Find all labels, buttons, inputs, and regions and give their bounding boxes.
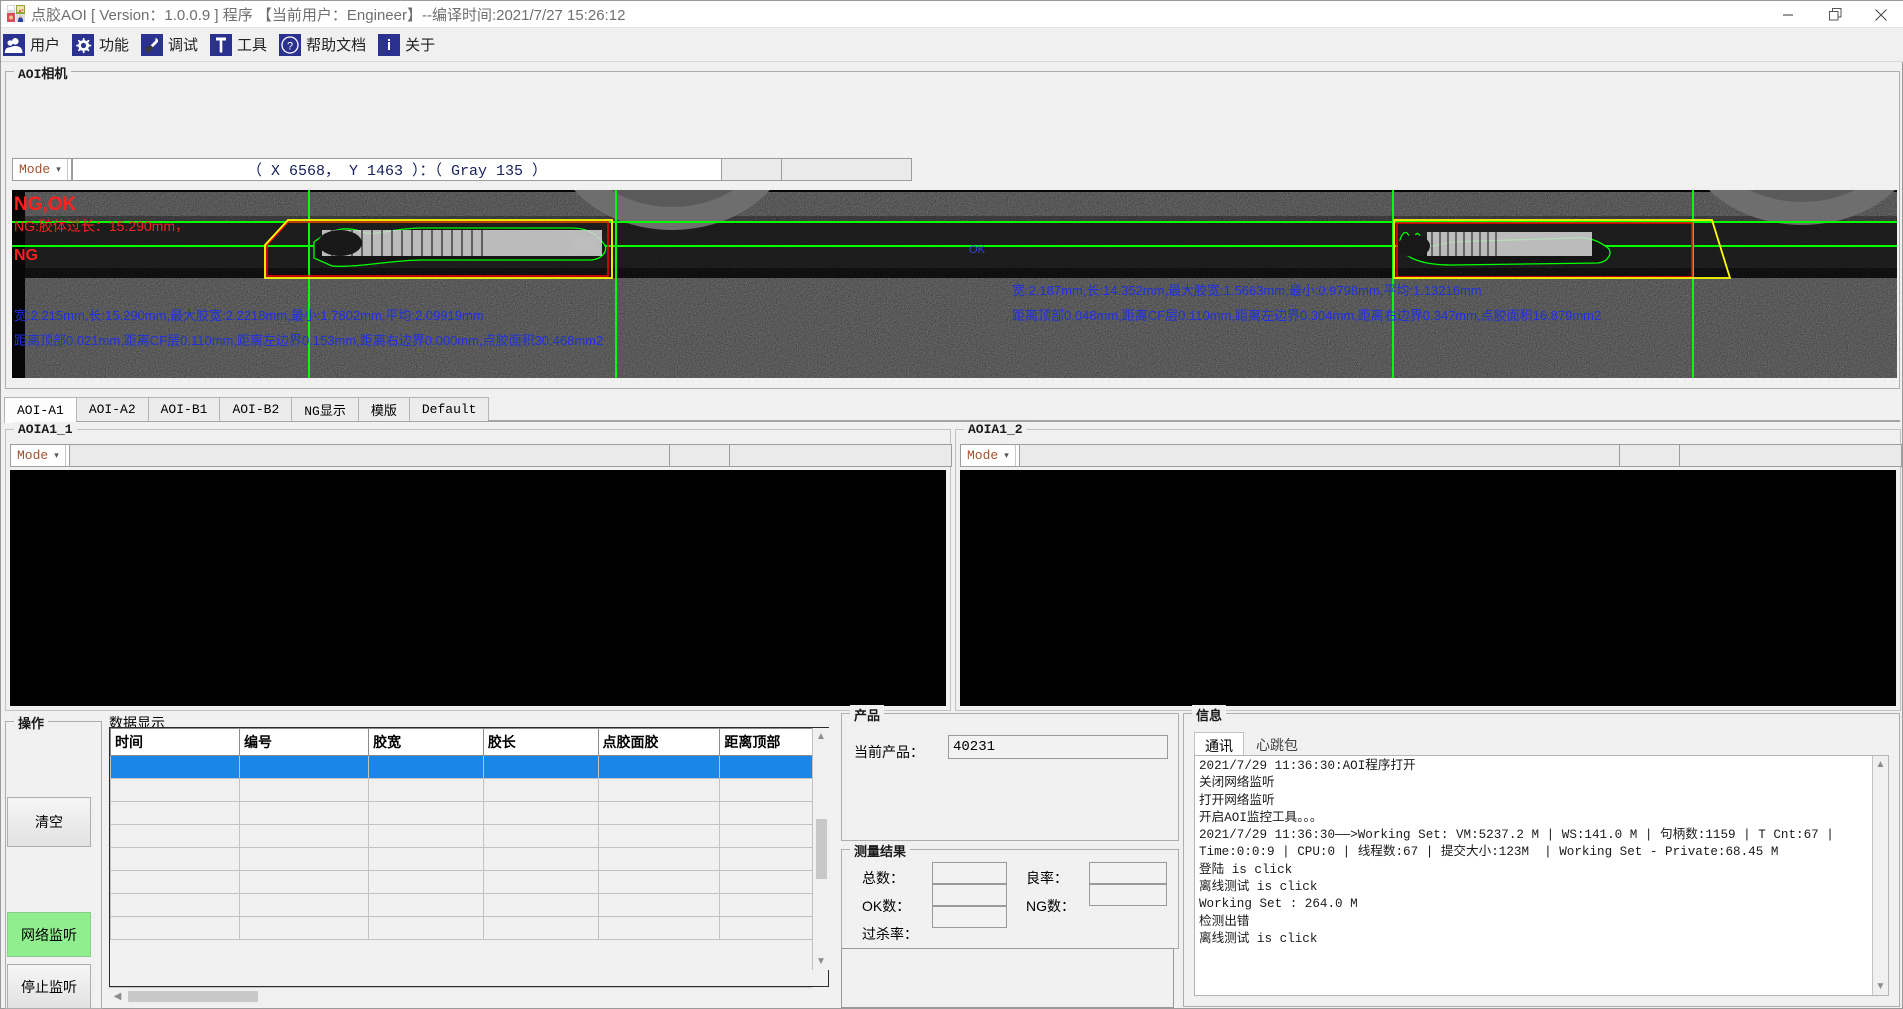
svg-text:距离顶部0.021mm,距离CF层0.110mm,距离左边界: 距离顶部0.021mm,距离CF层0.110mm,距离左边界0.153mm,距离… <box>14 333 603 348</box>
svg-text:NG,OK: NG,OK <box>14 194 77 215</box>
svg-text:NG: NG <box>14 247 38 264</box>
svg-text:NG:胶体过长：15.290mm，: NG:胶体过长：15.290mm， <box>14 218 189 234</box>
svg-text:宽:2.215mm,长:15.290mm,最大胶宽:2.22: 宽:2.215mm,长:15.290mm,最大胶宽:2.2218mm,最小:1.… <box>14 308 484 323</box>
svg-text:宽:2.187mm,长:14.352mm,最大胶宽:1.56: 宽:2.187mm,长:14.352mm,最大胶宽:1.5663mm,最小:0.… <box>1012 283 1482 298</box>
svg-text:OK: OK <box>969 244 986 256</box>
svg-text:距离顶部0.048mm,距离CF层0.110mm,距离左边界: 距离顶部0.048mm,距离CF层0.110mm,距离左边界0.304mm,距离… <box>1012 308 1601 323</box>
svg-text:?: ? <box>287 40 293 52</box>
